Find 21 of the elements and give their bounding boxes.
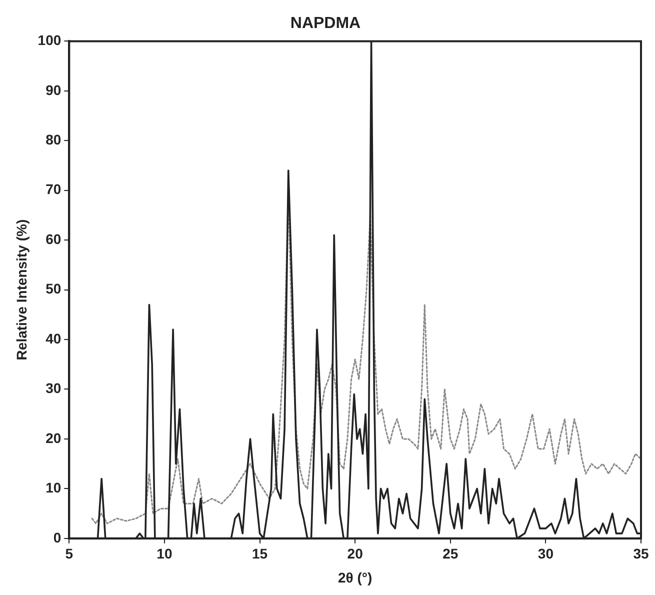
x-tick-label: 25: [442, 546, 458, 562]
chart-title: NAPDMA: [290, 15, 362, 32]
x-tick-label: 20: [347, 546, 364, 562]
x-tick-label: 10: [156, 546, 172, 562]
y-tick-label: 30: [46, 380, 62, 396]
y-tick-label: 100: [38, 32, 62, 48]
y-tick-label: 80: [46, 132, 62, 148]
x-tick-label: 15: [252, 546, 268, 562]
x-axis-title: 2θ (°): [338, 569, 372, 586]
y-tick-label: 40: [46, 330, 62, 346]
y-tick-label: 20: [46, 430, 62, 446]
y-tick-label: 70: [46, 181, 62, 198]
x-tick-label: 5: [65, 546, 74, 562]
x-tick-label: 30: [538, 546, 554, 562]
y-tick-label: 0: [53, 529, 62, 546]
y-tick-label: 50: [46, 280, 62, 297]
y-tick-label: 90: [46, 82, 62, 98]
x-tick-label: 35: [633, 546, 649, 562]
y-tick-label: 10: [46, 480, 62, 496]
y-axis-title: Relative Intensity (%): [13, 219, 30, 360]
y-tick-label: 60: [46, 230, 62, 247]
